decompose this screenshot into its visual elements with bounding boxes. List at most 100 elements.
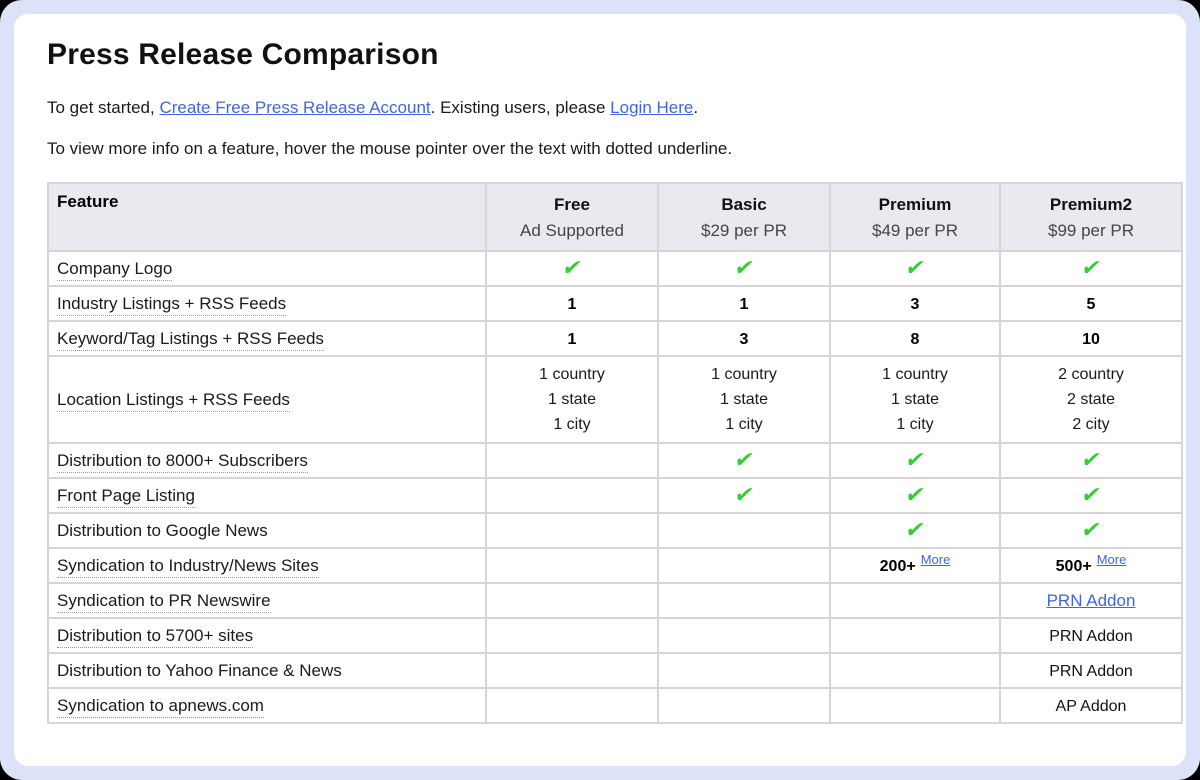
value-lines: 1 country 1 state 1 city (839, 362, 991, 437)
value-cell (485, 582, 659, 619)
value-cell: 3 (657, 320, 831, 357)
content-card: Press Release Comparison To get started,… (14, 14, 1186, 766)
value-cell: 10 (999, 320, 1183, 357)
feature-label[interactable]: Distribution to 8000+ Subscribers (57, 450, 308, 473)
value-line: 1 country (539, 366, 605, 383)
addon-label: PRN Addon (1049, 627, 1133, 645)
more-link[interactable]: More (1096, 551, 1127, 567)
login-link[interactable]: Login Here (610, 98, 694, 117)
check-icon: ✔ (1079, 447, 1103, 472)
table-header: Feature Free Ad Supported Basic $29 per PR Pr… (47, 182, 1183, 252)
value-cell: 1 country 1 state 1 city (829, 355, 1001, 444)
plan-column-header-basic: Basic $29 per PR (657, 182, 831, 252)
feature-label[interactable]: Syndication to Industry/News Sites (57, 555, 319, 578)
feature-label[interactable]: Syndication to PR Newswire (57, 590, 271, 613)
value-cell (485, 652, 659, 689)
check-icon: ✔ (1079, 482, 1103, 507)
value-cell (485, 442, 659, 479)
value-lines: 1 country 1 state 1 city (495, 362, 649, 437)
addon-label: AP Addon (1055, 697, 1127, 715)
feature-label[interactable]: Company Logo (57, 258, 173, 281)
value-line: 1 country (711, 366, 777, 383)
value-cell (657, 687, 831, 724)
value-line: 1 state (547, 391, 597, 408)
feature-cell: Distribution to Yahoo Finance & News (47, 652, 487, 689)
feature-label[interactable]: Distribution to 5700+ sites (57, 625, 254, 648)
feature-label[interactable]: Location Listings + RSS Feeds (57, 389, 290, 412)
value-cell: ✔ (999, 250, 1183, 287)
value-line: 1 state (890, 391, 940, 408)
table-body: Company Logo ✔ ✔ ✔ ✔ Industry Listings + RSS … (47, 250, 1183, 724)
value-cell: PRN Addon (999, 652, 1183, 689)
value-cell: ✔ (829, 442, 1001, 479)
value-cell: 8 (829, 320, 1001, 357)
value-cell: 1 (485, 285, 659, 322)
value-cell: ✔ (829, 250, 1001, 287)
value-cell: ✔ (657, 250, 831, 287)
table-row: Company Logo ✔ ✔ ✔ ✔ (47, 250, 1183, 287)
plan-name: Premium2 (1049, 195, 1133, 214)
feature-label[interactable]: Keyword/Tag Listings + RSS Feeds (57, 328, 324, 351)
value-cell (485, 477, 659, 514)
table-row: Distribution to 8000+ Subscribers ✔ ✔ ✔ (47, 442, 1183, 479)
value-number: 3 (910, 295, 920, 313)
value-cell: 2 country 2 state 2 city (999, 355, 1183, 444)
value-cell: 500+ More (999, 547, 1183, 584)
value-line: 1 state (719, 391, 769, 408)
intro-suffix: . (693, 98, 699, 117)
feature-label[interactable]: Industry Listings + RSS Feeds (57, 293, 287, 316)
table-row: Industry Listings + RSS Feeds 1 1 3 5 (47, 285, 1183, 322)
value-lines: 2 country 2 state 2 city (1009, 362, 1173, 437)
check-icon: ✔ (732, 255, 756, 280)
value-cell (829, 617, 1001, 654)
table-row: Syndication to PR Newswire PRN Addon (47, 582, 1183, 619)
header-row: Feature Free Ad Supported Basic $29 per PR Pr… (47, 182, 1183, 252)
table-row: Keyword/Tag Listings + RSS Feeds 1 3 8 10 (47, 320, 1183, 357)
plan-column-header-free: Free Ad Supported (485, 182, 659, 252)
more-link[interactable]: More (920, 551, 951, 567)
table-row: Distribution to Google News ✔ ✔ (47, 512, 1183, 549)
value-number: 10 (1082, 330, 1100, 348)
value-cell (829, 582, 1001, 619)
plan-column-header-premium: Premium $49 per PR (829, 182, 1001, 252)
value-number: 8 (910, 330, 920, 348)
value-line: 2 country (1058, 366, 1124, 383)
table-row: Syndication to apnews.com AP Addon (47, 687, 1183, 724)
value-cell: ✔ (657, 477, 831, 514)
value-cell (657, 617, 831, 654)
value-line: 2 state (1066, 391, 1116, 408)
feature-label: Distribution to Yahoo Finance & News (57, 660, 342, 680)
value-cell: 1 country 1 state 1 city (657, 355, 831, 444)
value-line: 1 country (882, 366, 948, 383)
value-cell (485, 547, 659, 584)
value-cell (485, 512, 659, 549)
addon-link[interactable]: PRN Addon (1046, 590, 1136, 610)
feature-label[interactable]: Syndication to apnews.com (57, 695, 264, 718)
value-cell: ✔ (999, 477, 1183, 514)
feature-cell: Front Page Listing (47, 477, 487, 514)
plan-column-header-premium2: Premium2 $99 per PR (999, 182, 1183, 252)
create-account-link[interactable]: Create Free Press Release Account (159, 98, 431, 117)
value-cell: ✔ (829, 512, 1001, 549)
check-icon: ✔ (903, 447, 927, 472)
page-title: Press Release Comparison (47, 38, 439, 71)
value-cell: AP Addon (999, 687, 1183, 724)
value-cell (829, 652, 1001, 689)
feature-cell: Syndication to PR Newswire (47, 582, 487, 619)
table-row: Front Page Listing ✔ ✔ ✔ (47, 477, 1183, 514)
check-icon: ✔ (560, 255, 584, 280)
value-cell (657, 512, 831, 549)
value-cell (657, 582, 831, 619)
feature-cell: Keyword/Tag Listings + RSS Feeds (47, 320, 487, 357)
value-lines: 1 country 1 state 1 city (667, 362, 821, 437)
value-cell: PRN Addon (999, 582, 1183, 619)
more-superscript: More (921, 552, 951, 567)
value-cell: ✔ (657, 442, 831, 479)
feature-cell: Industry Listings + RSS Feeds (47, 285, 487, 322)
value-line: 1 city (553, 416, 591, 433)
value-line: 1 city (725, 416, 763, 433)
value-line: 1 city (896, 416, 934, 433)
feature-label[interactable]: Front Page Listing (57, 485, 195, 508)
addon-label: PRN Addon (1049, 662, 1133, 680)
